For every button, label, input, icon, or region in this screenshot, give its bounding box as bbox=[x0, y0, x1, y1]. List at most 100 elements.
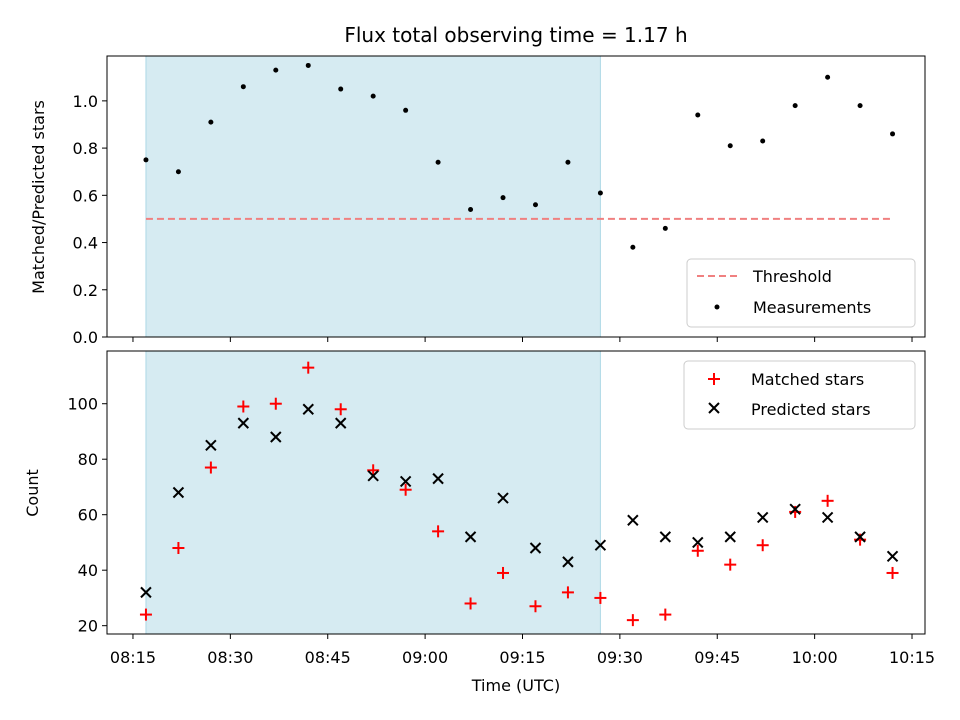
matched-star-point bbox=[756, 539, 769, 552]
x-tick-label: 09:00 bbox=[402, 648, 448, 667]
predicted-star-point bbox=[432, 472, 444, 485]
matched-star-point bbox=[269, 397, 282, 410]
measurement-point bbox=[208, 119, 214, 125]
bottom-y-tick-label: 60 bbox=[78, 506, 98, 525]
measurement-point bbox=[825, 74, 831, 80]
top-y-axis-label: Matched/Predicted stars bbox=[29, 100, 48, 294]
matched-star-point bbox=[659, 608, 672, 621]
predicted-star-point bbox=[854, 531, 866, 543]
x-tick-label: 10:15 bbox=[889, 648, 935, 667]
measurement-point bbox=[273, 67, 279, 73]
matched-star-point bbox=[464, 597, 477, 610]
matched-star-point bbox=[237, 400, 250, 413]
measurement-point bbox=[695, 112, 701, 118]
measurements-series bbox=[143, 62, 896, 250]
matched-star-point bbox=[399, 483, 412, 496]
measurement-point bbox=[175, 169, 181, 175]
legend-measurements-label: Measurements bbox=[753, 298, 871, 317]
x-tick-label: 08:15 bbox=[110, 648, 156, 667]
measurement-point bbox=[565, 159, 571, 165]
x-tick-label: 10:00 bbox=[792, 648, 838, 667]
bottom-y-tick-label: 40 bbox=[78, 561, 98, 580]
predicted-star-point bbox=[821, 511, 834, 524]
x-tick-label: 09:30 bbox=[597, 648, 643, 667]
measurement-point bbox=[597, 190, 603, 196]
x-tick-label: 08:45 bbox=[305, 648, 351, 667]
measurement-point bbox=[403, 107, 409, 113]
matched-star-point bbox=[497, 566, 510, 579]
predicted-star-point bbox=[497, 492, 509, 504]
bottom-y-tick-label: 80 bbox=[78, 450, 98, 469]
top-y-tick-label: 0.8 bbox=[73, 139, 98, 158]
top-y-tick-label: 0.0 bbox=[73, 328, 98, 347]
matched-star-point bbox=[139, 608, 152, 621]
measurement-point bbox=[435, 159, 441, 165]
measurement-point bbox=[338, 86, 344, 92]
top-axes-frame bbox=[106, 55, 926, 338]
predicted-star-point bbox=[172, 486, 185, 499]
legend-measurements-swatch bbox=[714, 304, 720, 310]
matched-star-point bbox=[367, 464, 380, 477]
bottom-y-tick-label: 100 bbox=[67, 395, 98, 414]
top-shaded-region bbox=[145, 55, 601, 338]
matched-star-point bbox=[561, 586, 574, 599]
top-y-tick-label: 0.4 bbox=[73, 234, 98, 253]
bottom-y-axis-label: Count bbox=[23, 469, 42, 517]
measurement-point bbox=[727, 143, 733, 149]
predicted-star-point bbox=[692, 536, 704, 549]
measurement-point bbox=[370, 93, 376, 99]
measurement-point bbox=[890, 131, 896, 137]
matched-star-point bbox=[432, 525, 445, 538]
predicted-star-point bbox=[237, 417, 250, 429]
legend-matched-label: Matched stars bbox=[751, 370, 864, 389]
predicted-star-point bbox=[205, 439, 217, 452]
matched-star-point bbox=[886, 566, 899, 579]
matched-star-point bbox=[626, 614, 639, 627]
matched-star-point bbox=[594, 591, 607, 604]
matched-star-point bbox=[724, 558, 737, 571]
measurement-point bbox=[143, 157, 149, 163]
predicted-star-point bbox=[562, 556, 574, 568]
chart-title: Flux total observing time = 1.17 h bbox=[344, 23, 687, 47]
measurement-point bbox=[630, 244, 636, 250]
predicted-star-point bbox=[886, 550, 899, 563]
measurement-point bbox=[662, 225, 668, 231]
bottom-legend: Matched stars Predicted stars bbox=[683, 360, 916, 430]
matched-star-point bbox=[172, 541, 185, 554]
top-y-tick-label: 0.6 bbox=[73, 186, 98, 205]
matched-star-point bbox=[529, 600, 542, 613]
predicted-star-point bbox=[529, 542, 542, 554]
legend-threshold-label: Threshold bbox=[752, 267, 832, 286]
predicted-star-point bbox=[302, 403, 314, 415]
measurement-point bbox=[468, 206, 474, 212]
bottom-y-tick-label: 20 bbox=[78, 617, 98, 636]
top-legend: Threshold Measurements bbox=[686, 258, 916, 328]
predicted-star-point bbox=[724, 531, 736, 543]
predicted-star-point bbox=[335, 417, 347, 429]
x-tick-label: 08:30 bbox=[207, 648, 253, 667]
top-y-tick-label: 1.0 bbox=[73, 92, 98, 111]
bottom-axes-frame bbox=[106, 350, 926, 635]
legend-predicted-swatch bbox=[708, 402, 720, 414]
top-panel: 0.0 0.2 0.4 0.6 0.8 1.0 Matched/Predicted sta… bbox=[29, 55, 926, 347]
predicted-star-point bbox=[659, 531, 672, 543]
predicted-star-point bbox=[367, 470, 379, 482]
predicted-star-point bbox=[464, 531, 477, 543]
x-tick-label: 09:45 bbox=[694, 648, 740, 667]
legend-matched-swatch bbox=[708, 373, 720, 385]
predicted-star-point bbox=[140, 586, 152, 599]
measurement-point bbox=[857, 103, 863, 109]
measurement-point bbox=[760, 138, 766, 144]
bottom-shaded-region bbox=[145, 350, 601, 635]
x-tick-label: 09:15 bbox=[499, 648, 545, 667]
measurement-point bbox=[305, 62, 311, 68]
measurement-point bbox=[500, 195, 506, 201]
matched-star-point bbox=[821, 494, 834, 507]
measurement-point bbox=[240, 84, 246, 90]
predicted-star-point bbox=[399, 475, 412, 488]
top-y-tick-label: 0.2 bbox=[73, 281, 98, 300]
predicted-stars-series bbox=[140, 403, 899, 599]
predicted-star-point bbox=[756, 511, 769, 524]
legend-predicted-label: Predicted stars bbox=[751, 400, 871, 419]
